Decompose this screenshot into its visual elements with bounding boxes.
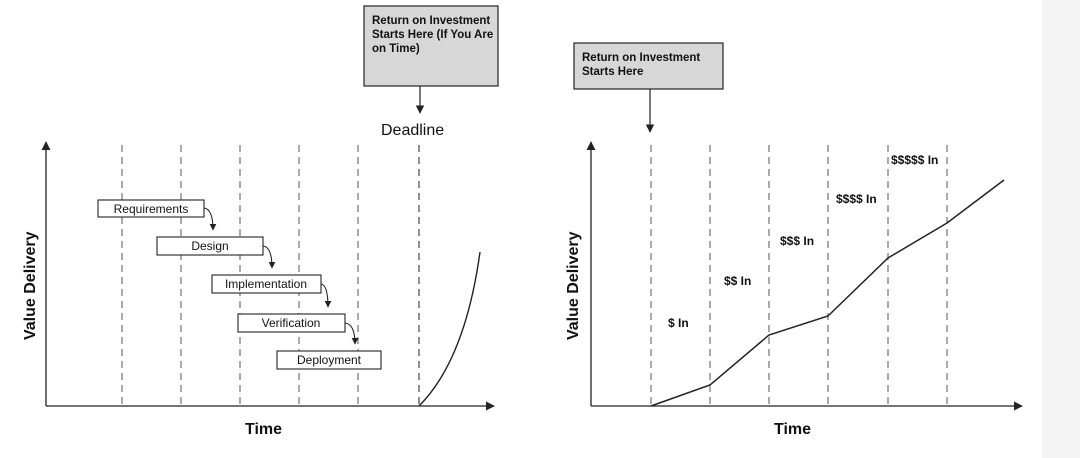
right-value-line <box>650 179 1005 407</box>
phase-label: Deployment <box>297 353 362 367</box>
phase-connector <box>344 322 359 345</box>
right-callout-line-2: Starts Here <box>582 66 643 78</box>
left-x-axis-label: Time <box>245 421 282 438</box>
right-x-axis-label: Time <box>774 421 811 438</box>
right-roi-callout-box <box>573 42 724 90</box>
right-margin-strip <box>1042 0 1080 458</box>
right-roi-callout: Return on Investment Starts Here <box>573 42 724 133</box>
phase-label: Design <box>191 239 228 253</box>
phase-label: Verification <box>262 316 321 330</box>
deadline-label: Deadline <box>381 122 444 139</box>
phase-connector <box>262 245 276 269</box>
phase-deployment: Deployment <box>276 350 382 370</box>
phase-implementation: Implementation <box>211 274 322 294</box>
increment-label: $$ In <box>724 274 751 288</box>
left-roi-callout: Return on Investment Starts Here (If You… <box>363 5 499 114</box>
increment-label: $ In <box>668 316 689 330</box>
right-diagram: Return on Investment Starts Here $ In $$… <box>565 42 1023 438</box>
phase-verification: Verification <box>237 313 346 333</box>
left-callout-line-2: Starts Here (If You Are <box>372 29 493 41</box>
phase-connector <box>320 283 332 308</box>
increment-label: $$$ In <box>780 234 814 248</box>
phase-label: Implementation <box>225 277 307 291</box>
phase-label: Requirements <box>114 202 189 216</box>
left-y-axis-label: Value Delivery <box>22 231 39 340</box>
left-value-curve <box>418 251 481 407</box>
phase-design: Design <box>156 236 264 256</box>
right-y-axis-label: Value Delivery <box>565 231 582 340</box>
phase-box <box>276 350 382 370</box>
phase-connector <box>203 207 217 231</box>
left-roi-callout-box <box>363 5 499 87</box>
right-time-dividers <box>650 145 948 406</box>
left-callout-line-3: on Time) <box>372 43 420 55</box>
left-callout-line-1: Return on Investment <box>372 15 490 27</box>
right-callout-line-1: Return on Investment <box>582 52 700 64</box>
increment-label: $$$$ In <box>836 192 877 206</box>
increment-label: $$$$$ In <box>891 153 938 167</box>
phase-requirements: Requirements <box>97 199 205 218</box>
phase-connectors <box>203 207 359 345</box>
left-diagram: Return on Investment Starts Here (If You… <box>22 5 499 438</box>
